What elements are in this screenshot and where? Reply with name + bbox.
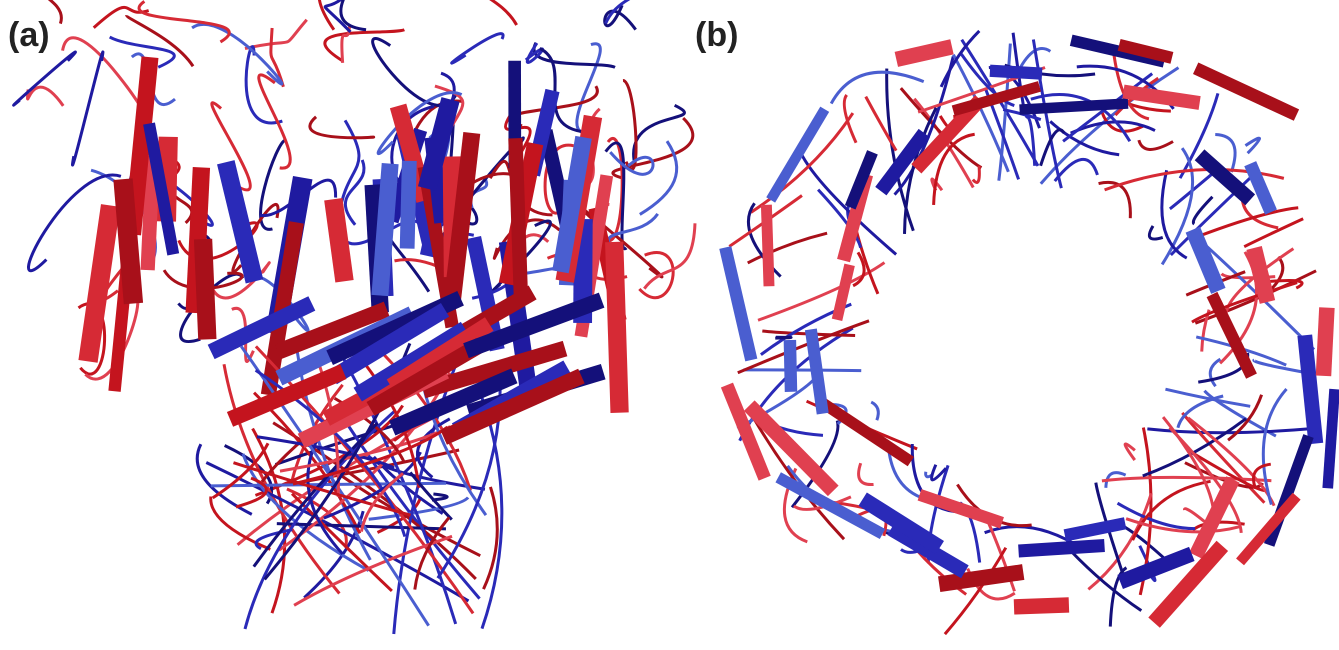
strand [1020, 103, 1129, 109]
panel-label: (b) [695, 16, 738, 54]
strand [203, 239, 207, 339]
panel-label: (a) [8, 16, 50, 54]
loop [775, 337, 791, 338]
figure: (a) (b) [0, 0, 1339, 650]
strand [1328, 389, 1335, 488]
strand [990, 71, 1042, 74]
loop [743, 370, 861, 371]
strand [380, 164, 390, 296]
strand [1019, 546, 1105, 551]
strand [766, 205, 769, 286]
strand [614, 242, 619, 413]
strand [790, 340, 791, 392]
strand [1014, 605, 1069, 607]
strand [333, 199, 344, 281]
strand [123, 179, 133, 303]
strand [515, 138, 520, 296]
strand [1323, 308, 1326, 376]
strand [407, 161, 409, 249]
